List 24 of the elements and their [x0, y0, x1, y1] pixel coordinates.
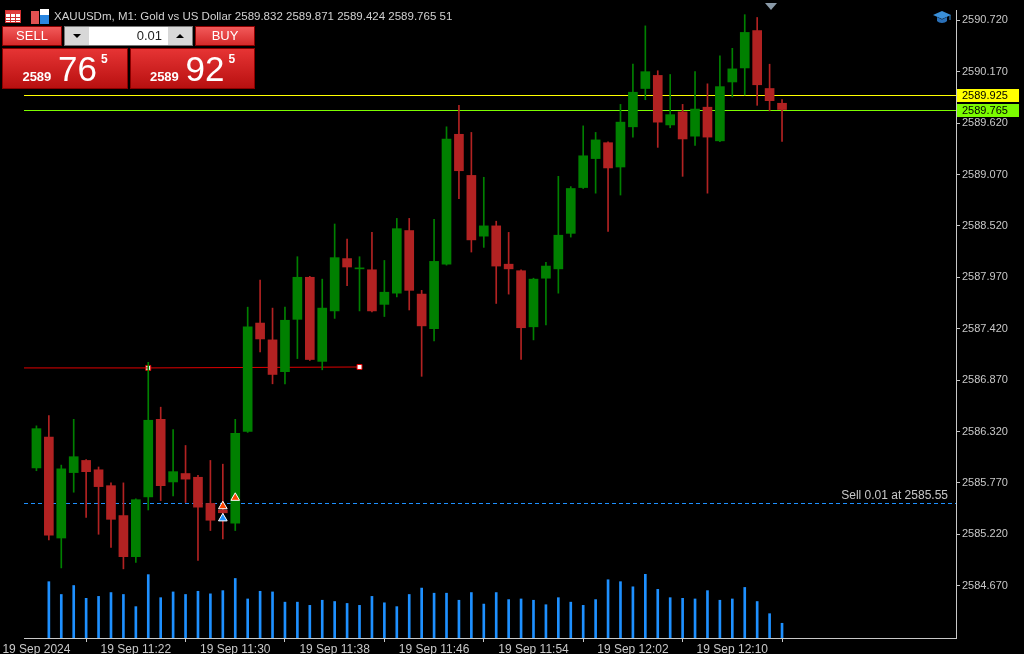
- ref-line-label: 2589.925: [962, 88, 1008, 101]
- y-tick-label: 2586.320: [962, 424, 1008, 437]
- y-tick-label: 2588.520: [962, 218, 1008, 231]
- y-tick-label: 2585.220: [962, 527, 1008, 540]
- y-tick-label: 2590.170: [962, 64, 1008, 77]
- annotation: 2589 92$^{5}$: [149, 49, 236, 88]
- ref-line-label: Sell 0.01 at 2585.55: [841, 487, 949, 502]
- ref-line-label: 2589.765: [962, 103, 1008, 116]
- chart-title: XAUUSDm, M1: Gold vs US Dollar 2589.832 2589.871 2589.424 2589.765 51: [54, 9, 453, 23]
- y-tick-label: 2590.720: [962, 13, 1008, 26]
- sell-price-button: 2589 76$^{5}$: [2, 48, 128, 89]
- annotation: 0.01: [136, 27, 162, 45]
- buy-button: BUY: [195, 26, 255, 46]
- y-tick-label: 2584.670: [962, 578, 1008, 591]
- buy-price-button: 2589 92$^{5}$: [130, 48, 255, 89]
- y-tick-label: 2587.420: [962, 321, 1008, 334]
- y-tick-label: 2589.070: [962, 167, 1008, 180]
- y-tick-label: 2586.870: [962, 373, 1008, 386]
- y-tick-label: 2587.970: [962, 270, 1008, 283]
- quantity-field: 0.01: [64, 26, 193, 46]
- annotation: 2589 76$^{5}$: [22, 49, 108, 88]
- y-tick-label: 2585.770: [962, 475, 1008, 488]
- sell-button: SELL: [2, 26, 62, 46]
- y-tick-label: 2589.620: [962, 116, 1008, 129]
